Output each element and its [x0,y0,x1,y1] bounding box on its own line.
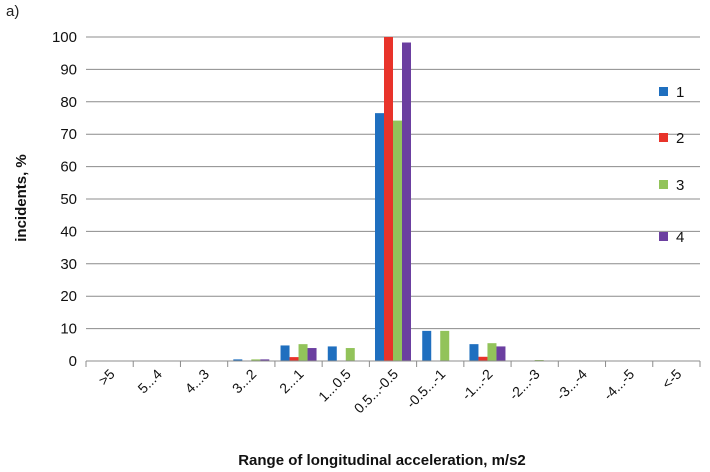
y-tick-label: 90 [60,61,77,78]
y-axis-label: incidents, % [13,154,30,242]
legend-label-1: 1 [676,84,684,101]
bar-series-4 [402,42,411,362]
bar-series-1 [327,346,337,361]
y-tick-label: 50 [60,191,77,208]
bar-series-4 [260,359,270,361]
y-tick-labels: 0 10 20 30 40 50 60 70 80 90 100 [52,29,77,370]
y-tick-label: 100 [52,29,77,46]
y-tick-label: 70 [60,126,77,143]
y-tick-label: 10 [60,321,77,338]
x-tick-label: 3...2 [229,366,260,397]
x-tick-label: -2...-3 [506,366,543,403]
bar-series-3 [487,343,497,361]
x-tick-label: -1...-2 [458,366,495,403]
x-tick-label: <-5 [659,366,685,392]
axes [85,360,701,367]
legend-label-4: 4 [676,229,684,246]
x-tick-label: -4...-5 [600,366,637,403]
x-tick-label: 2...1 [276,366,307,397]
legend-swatch-4 [659,232,668,241]
x-tick-label: -3...-4 [553,366,590,403]
y-tick-label: 60 [60,159,77,176]
y-tick-label: 40 [60,223,77,240]
y-tick-label: 20 [60,288,77,305]
y-tick-label: 30 [60,256,77,273]
bar-series-2 [289,357,299,361]
x-tick-label: 5...4 [134,366,165,397]
bar-series-4 [307,348,317,361]
bar-series-3 [345,348,355,361]
bar-series-2 [478,356,488,361]
x-tick-label: 1...0.5 [315,366,354,405]
legend-swatch-3 [659,180,668,189]
y-tick-label: 0 [69,353,77,370]
x-tick-labels: >5 5...4 4...3 3...2 2...1 1...0.50.5...-0.5-… [95,366,685,417]
bars [233,37,544,362]
bar-series-1 [422,330,432,361]
bar-series-3 [298,344,308,361]
bar-series-1 [375,113,384,361]
legend-label-2: 2 [676,130,684,147]
y-tick-label: 80 [60,94,77,111]
legend: 1 2 3 4 [659,84,684,246]
bar-series-1 [280,345,290,361]
bar-series-3 [440,330,450,361]
x-tick-label: 4...3 [182,366,213,397]
bar-series-1 [233,359,243,361]
x-tick-label: -0.5...-1 [403,366,449,412]
panel-label: a) [6,3,20,20]
x-axis-label: Range of longitudinal acceleration, m/s2 [238,452,526,469]
legend-swatch-2 [659,133,668,142]
bar-series-3 [251,359,261,361]
x-tick-label: 0.5...-0.5 [351,366,402,417]
bar-series-2 [384,37,393,361]
bar-series-1 [469,344,479,361]
legend-label-3: 3 [676,177,684,194]
x-tick-label: >5 [95,366,118,389]
bar-series-3 [393,120,402,361]
bar-series-4 [496,346,506,361]
legend-swatch-1 [659,87,668,96]
